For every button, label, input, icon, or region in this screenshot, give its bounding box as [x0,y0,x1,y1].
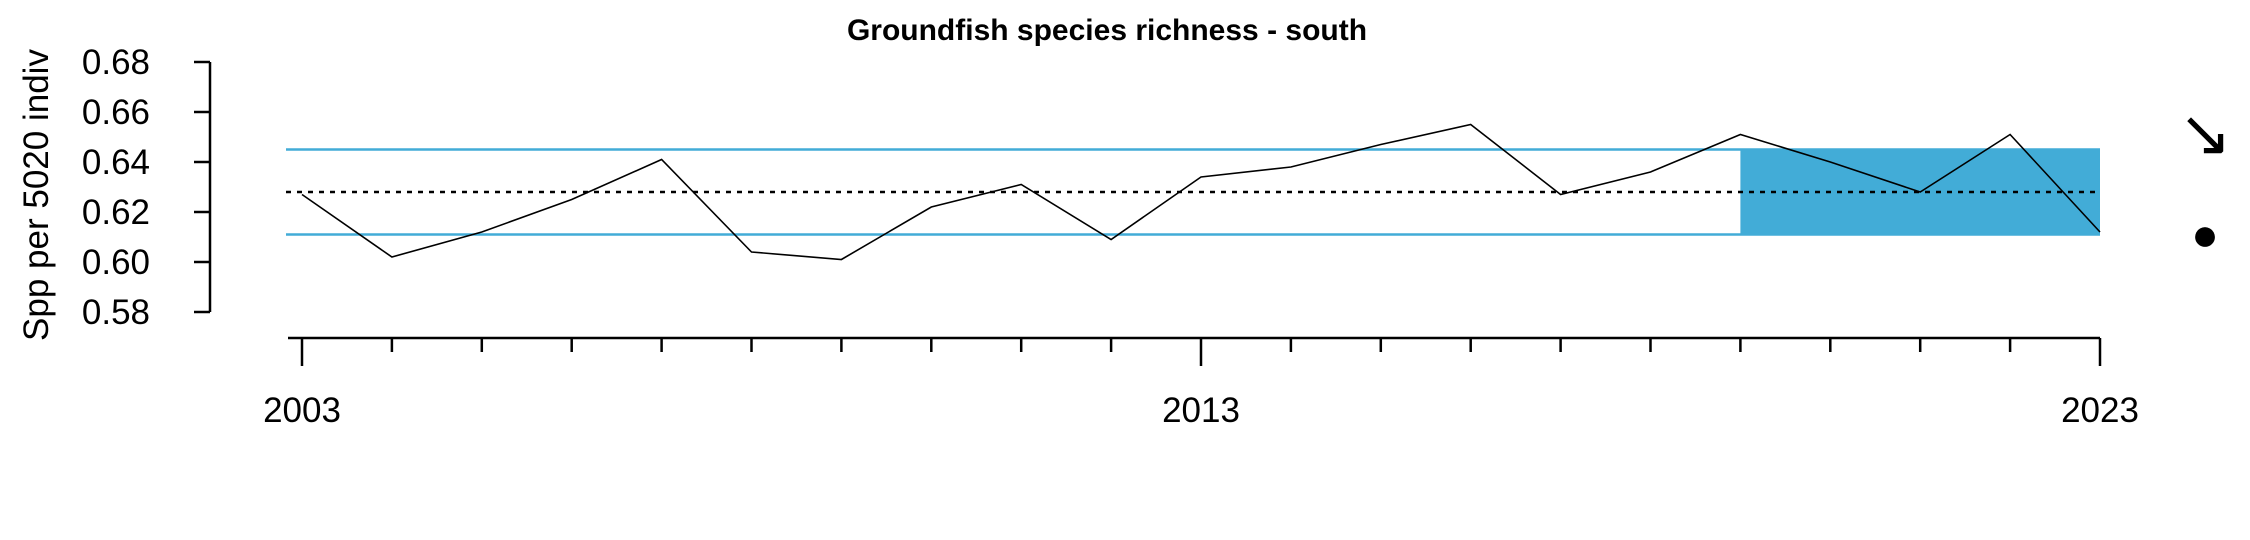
y-tick-label: 0.66 [82,93,150,132]
y-tick-label: 0.68 [82,43,150,82]
x-tick-label: 2013 [1162,391,1240,430]
x-tick-label: 2003 [263,391,341,430]
y-tick-label: 0.64 [82,143,150,182]
x-axis: 2003 2013 2023 [263,336,2139,430]
status-dot-icon: ● [2191,208,2219,260]
y-tick-label: 0.58 [82,293,150,332]
trend-arrow-icon: ↘ [2178,97,2232,169]
y-tick-label: 0.62 [82,193,150,232]
chart-title: Groundfish species richness - south [847,14,1367,47]
y-axis-label: Spp per 5020 indiv [17,49,56,341]
plot-area [286,123,2101,261]
series-line-0 [301,123,2101,261]
y-tick-label: 0.60 [82,243,150,282]
x-tick-label: 2023 [2061,391,2139,430]
y-axis: 0.58 0.60 0.62 0.64 0.66 0.68 [82,43,212,332]
